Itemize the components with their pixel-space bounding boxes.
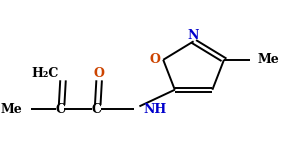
Text: O: O — [94, 67, 104, 80]
Text: N: N — [188, 29, 199, 42]
Text: H₂C: H₂C — [32, 67, 59, 80]
Text: C: C — [91, 103, 101, 116]
Text: O: O — [150, 53, 160, 66]
Text: Me: Me — [257, 53, 279, 66]
Text: C: C — [55, 103, 65, 116]
Text: Me: Me — [1, 103, 23, 116]
Text: NH: NH — [144, 103, 167, 116]
